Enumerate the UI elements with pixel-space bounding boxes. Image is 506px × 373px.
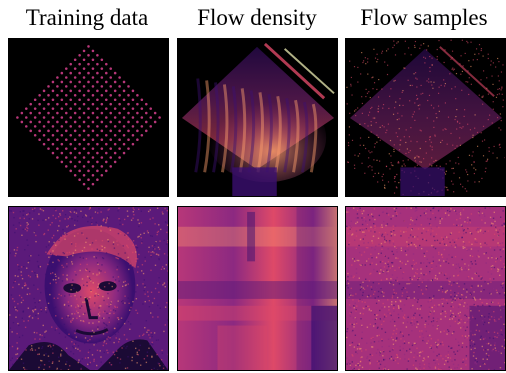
panel-flow-samples-portrait xyxy=(345,206,506,371)
column-title-flow-density: Flow density xyxy=(197,5,317,30)
panel-flow-density-diamond xyxy=(177,38,338,197)
panel-flow-samples-diamond xyxy=(345,38,506,197)
panel-flow-density-portrait xyxy=(177,206,338,371)
panel-training-data-portrait xyxy=(8,206,169,371)
column-title-flow-samples: Flow samples xyxy=(360,5,488,30)
column-title-training-data: Training data xyxy=(25,5,149,30)
panel-training-data-diamond xyxy=(8,38,169,197)
